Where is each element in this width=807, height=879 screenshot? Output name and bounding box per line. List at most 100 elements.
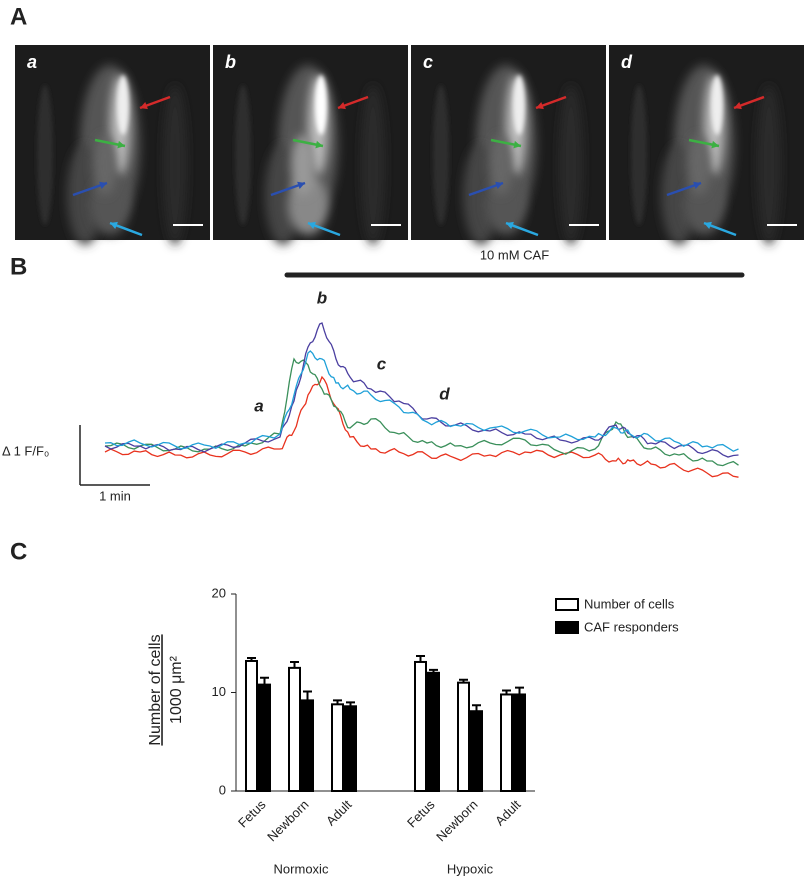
bar: [331, 703, 344, 793]
trace-chart: 10 mM CAF a b c d Δ 1 F/F₀ 1 min: [2, 247, 745, 503]
bar: [513, 693, 526, 792]
arrow-head: [704, 221, 712, 230]
image-row: a b c d: [15, 45, 804, 245]
error-bar: [502, 689, 511, 695]
trace-annotation: c: [377, 354, 387, 373]
bar: [245, 659, 258, 792]
arrow-head: [117, 140, 125, 149]
y-axis-label: Number of cells: [147, 634, 164, 745]
x-tick-label: Fetus: [235, 797, 269, 831]
arrow-head: [110, 221, 118, 230]
trace: [104, 375, 739, 478]
error-bar: [303, 690, 312, 701]
error-bar: [429, 668, 438, 673]
scale-label-y: Δ 1 F/F₀: [2, 443, 49, 458]
scale-label-x: 1 min: [99, 488, 131, 503]
group-label: Normoxic: [274, 861, 329, 876]
bar: [414, 660, 427, 793]
cell-shape: [687, 135, 711, 195]
cell-shape: [757, 85, 781, 245]
image-label: c: [423, 52, 433, 72]
arrow-head: [338, 101, 346, 110]
cell-shape: [631, 85, 647, 225]
group-label: Hypoxic: [447, 861, 494, 876]
cell-shape: [117, 75, 129, 135]
error-bar: [247, 657, 256, 661]
trace: [104, 350, 739, 452]
arrow-head: [315, 140, 323, 149]
cell-shape: [291, 135, 315, 195]
cell-shape: [163, 85, 187, 245]
bar: [344, 705, 357, 792]
image-label: b: [225, 52, 236, 72]
cell-shape: [361, 85, 385, 245]
image-label: d: [621, 52, 633, 72]
bar: [457, 681, 470, 793]
legend-label: CAF responders: [584, 619, 679, 634]
error-bar: [290, 660, 299, 668]
arrow-head: [536, 101, 544, 110]
arrow-head: [140, 101, 148, 110]
arrow-head: [495, 181, 503, 189]
arrow-head: [308, 221, 316, 230]
legend-swatch: [555, 598, 579, 611]
bar: [258, 683, 271, 792]
x-tick-label: Newborn: [433, 797, 480, 844]
panel-letter: A: [10, 3, 27, 30]
trace: [104, 322, 739, 458]
bar: [427, 671, 440, 792]
error-bar: [459, 678, 468, 683]
error-bar: [416, 655, 425, 662]
panel-letter: B: [10, 253, 27, 280]
arrow-head: [506, 221, 514, 230]
stimulus-label: 10 mM CAF: [480, 247, 549, 262]
arrow-head: [711, 140, 719, 149]
y-tick-label: 0: [219, 782, 226, 797]
arrow-head: [734, 101, 742, 110]
y-tick-label: 10: [212, 684, 226, 699]
y-tick-label: 20: [212, 585, 226, 600]
x-tick-label: Fetus: [404, 797, 438, 831]
cell-shape: [433, 85, 449, 225]
arrow-head: [297, 181, 305, 189]
bar: [301, 699, 314, 793]
y-axis-label: 1000 μm²: [168, 655, 185, 724]
micrograph: b: [213, 45, 408, 245]
cell-shape: [93, 135, 117, 195]
bar: [288, 666, 301, 792]
micrograph: a: [15, 45, 210, 245]
error-bar: [515, 686, 524, 695]
cell-shape: [711, 75, 723, 135]
cell-shape: [315, 75, 327, 135]
x-tick-label: Adult: [492, 797, 524, 829]
cell-shape: [513, 75, 525, 135]
arrow-head: [99, 181, 107, 189]
trace-annotation: a: [254, 396, 263, 415]
legend-label: Number of cells: [584, 596, 675, 611]
error-bar: [346, 701, 355, 707]
trace: [104, 357, 739, 467]
x-tick-label: Newborn: [264, 797, 311, 844]
cell-shape: [37, 85, 53, 225]
cell-shape: [559, 85, 583, 245]
bar: [500, 693, 513, 792]
arrow-head: [693, 181, 701, 189]
panel-letter: C: [10, 538, 27, 565]
arrow-head: [513, 140, 521, 149]
micrograph: c: [411, 45, 606, 245]
x-tick-label: Adult: [323, 797, 355, 829]
error-bar: [260, 676, 269, 685]
bar: [470, 710, 483, 793]
cell-shape: [235, 85, 251, 225]
micrograph: d: [609, 45, 804, 245]
image-label: a: [27, 52, 37, 72]
error-bar: [472, 704, 481, 712]
error-bar: [333, 699, 342, 705]
legend-swatch: [555, 621, 579, 634]
trace-annotation: b: [317, 288, 327, 307]
trace-annotation: d: [439, 384, 450, 403]
cell-shape: [489, 135, 513, 195]
